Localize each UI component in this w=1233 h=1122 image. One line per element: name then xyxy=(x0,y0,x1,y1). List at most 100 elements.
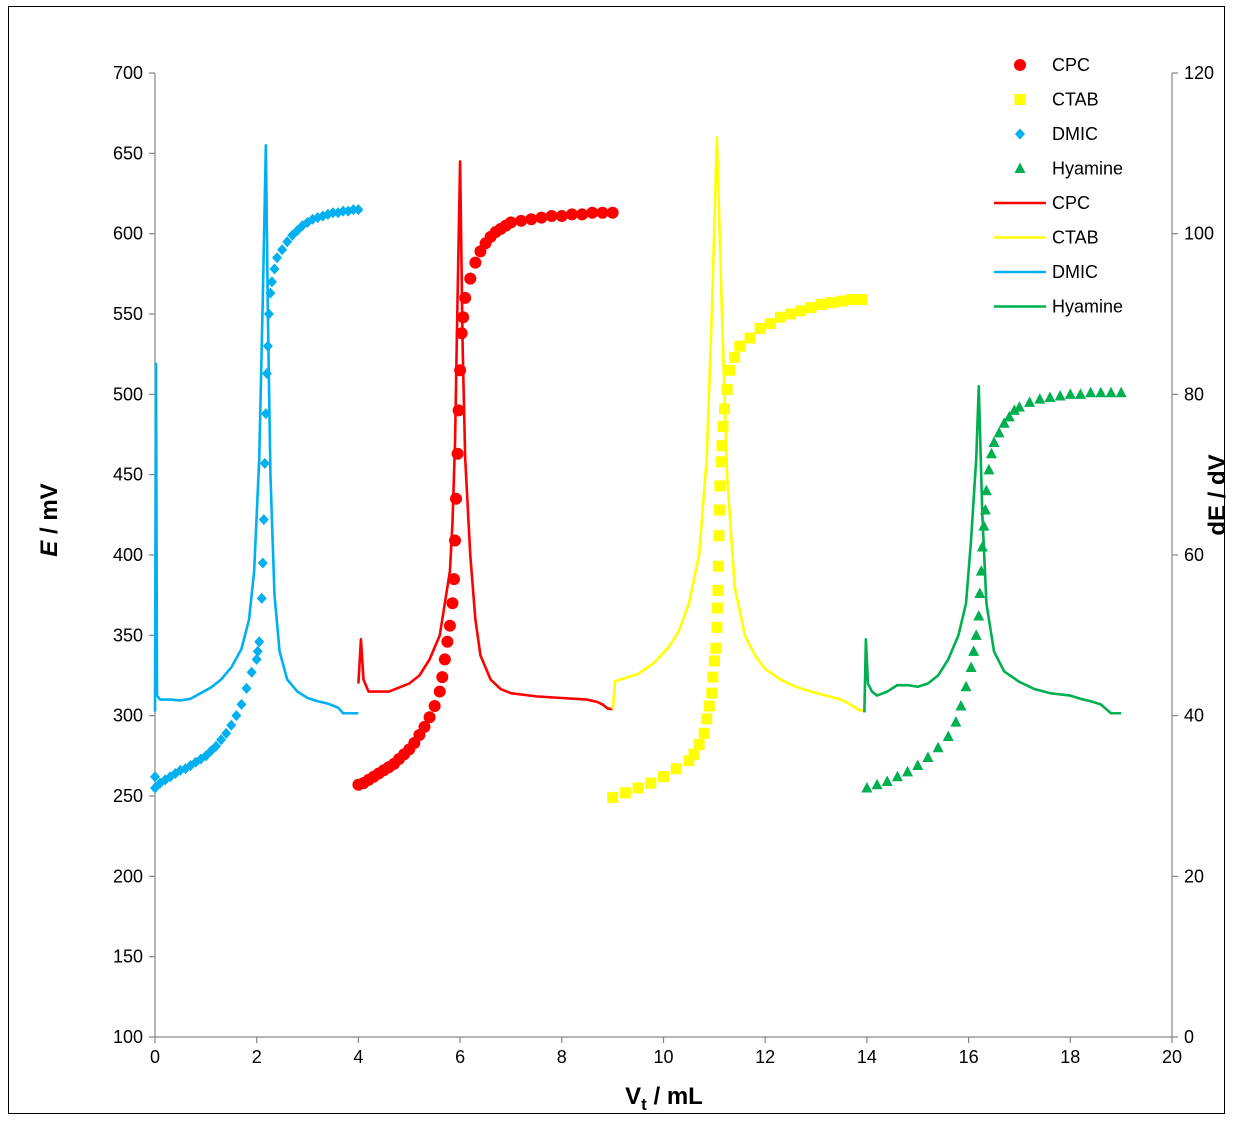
data-point-cpc xyxy=(535,211,548,224)
data-point-ctab xyxy=(764,318,776,330)
data-point-dmic xyxy=(261,367,272,379)
data-point-cpc xyxy=(576,208,589,221)
data-point-ctab xyxy=(835,295,847,307)
data-point-hyamine xyxy=(1105,386,1117,398)
series-layer xyxy=(150,135,1127,804)
data-point-ctab xyxy=(607,792,619,804)
data-point-ctab xyxy=(795,305,807,317)
x-tick-label: 18 xyxy=(1060,1047,1080,1067)
data-point-dmic xyxy=(266,276,277,288)
data-point-ctab xyxy=(734,340,746,352)
data-point-hyamine xyxy=(891,770,903,782)
data-point-ctab xyxy=(711,621,723,633)
data-point-dmic xyxy=(260,408,271,420)
y-left-tick-label: 700 xyxy=(113,63,143,83)
data-point-ctab xyxy=(693,739,705,751)
data-point-ctab xyxy=(710,642,722,654)
data-point-hyamine xyxy=(912,759,924,770)
x-tick-label: 10 xyxy=(653,1047,673,1067)
data-point-cpc xyxy=(455,327,468,340)
y-left-tick-label: 200 xyxy=(113,866,143,886)
data-point-cpc xyxy=(447,573,460,586)
y-left-tick-label: 450 xyxy=(113,465,143,485)
data-point-dmic xyxy=(226,719,237,731)
data-point-dmic xyxy=(211,740,222,752)
data-point-cpc xyxy=(454,364,467,377)
data-point-dmic xyxy=(216,734,227,746)
data-point-hyamine xyxy=(881,775,893,787)
legend-label-ctab: CTAB xyxy=(1052,228,1099,248)
y-left-tick-label: 150 xyxy=(113,947,143,967)
data-point-hyamine xyxy=(968,645,980,656)
data-point-ctab xyxy=(713,530,725,542)
data-point-dmic xyxy=(251,653,262,665)
data-point-dmic xyxy=(353,204,364,216)
series-points-cpc xyxy=(352,206,619,791)
data-point-hyamine xyxy=(974,587,986,599)
data-point-cpc xyxy=(459,291,472,304)
y-right-tick-label: 40 xyxy=(1184,706,1204,726)
data-point-ctab xyxy=(712,560,724,572)
y-left-tick-label: 300 xyxy=(113,706,143,726)
y-axis-right-title: dE / dV xyxy=(1204,454,1231,535)
data-point-cpc xyxy=(443,619,456,632)
data-point-hyamine xyxy=(983,463,995,475)
data-point-cpc xyxy=(436,671,449,684)
data-point-hyamine xyxy=(1044,391,1056,403)
data-point-ctab xyxy=(708,655,720,667)
data-point-dmic xyxy=(241,682,252,694)
axes-layer: 1001502002503003504004505005506006507000… xyxy=(113,63,1214,1067)
data-point-cpc xyxy=(452,404,465,417)
data-point-dmic xyxy=(265,287,276,299)
data-point-hyamine xyxy=(976,540,988,552)
legend-label-ctab: CTAB xyxy=(1052,90,1099,110)
y-right-tick-label: 80 xyxy=(1184,384,1204,404)
data-point-ctab xyxy=(715,456,727,468)
y-left-tick-label: 550 xyxy=(113,304,143,324)
x-axis-title: Vt / mL xyxy=(625,1083,703,1114)
data-point-ctab xyxy=(645,777,657,789)
data-point-hyamine xyxy=(970,629,982,640)
data-point-dmic xyxy=(282,236,293,248)
data-point-hyamine xyxy=(922,751,934,762)
data-point-cpc xyxy=(457,311,470,324)
data-point-hyamine xyxy=(1013,401,1025,412)
data-point-hyamine xyxy=(960,680,972,692)
data-point-cpc xyxy=(545,209,558,222)
data-point-cpc xyxy=(464,272,477,285)
legend-label-dmic: DMIC xyxy=(1052,124,1098,144)
data-point-dmic xyxy=(150,771,160,783)
data-point-cpc xyxy=(515,214,528,227)
data-point-cpc xyxy=(423,711,436,724)
y-left-tick-label: 400 xyxy=(113,545,143,565)
data-point-hyamine xyxy=(978,520,990,531)
legend-label-cpc: CPC xyxy=(1052,193,1090,213)
data-point-dmic xyxy=(252,645,263,657)
data-point-dmic xyxy=(277,244,288,256)
x-tick-label: 2 xyxy=(252,1047,262,1067)
y-right-tick-label: 20 xyxy=(1184,866,1204,886)
data-point-hyamine xyxy=(1024,396,1036,407)
x-tick-label: 4 xyxy=(353,1047,363,1067)
data-point-cpc xyxy=(433,685,446,698)
y-left-tick-label: 100 xyxy=(113,1027,143,1047)
data-point-dmic xyxy=(221,727,232,739)
data-point-ctab xyxy=(805,302,817,314)
data-point-hyamine xyxy=(993,426,1005,438)
data-point-hyamine xyxy=(979,504,991,515)
data-point-dmic xyxy=(231,710,242,722)
data-point-hyamine xyxy=(1008,404,1020,415)
data-point-cpc xyxy=(438,653,451,666)
data-point-hyamine xyxy=(1074,388,1086,399)
data-point-ctab xyxy=(619,787,631,799)
data-point-cpc xyxy=(449,534,462,547)
data-point-ctab xyxy=(846,294,858,306)
x-tick-label: 0 xyxy=(150,1047,160,1067)
data-point-ctab xyxy=(698,727,710,739)
data-point-hyamine xyxy=(973,610,985,621)
data-point-dmic xyxy=(258,514,269,526)
data-point-ctab xyxy=(701,713,713,725)
y-left-tick-label: 250 xyxy=(113,786,143,806)
chart-frame xyxy=(8,6,1225,1114)
